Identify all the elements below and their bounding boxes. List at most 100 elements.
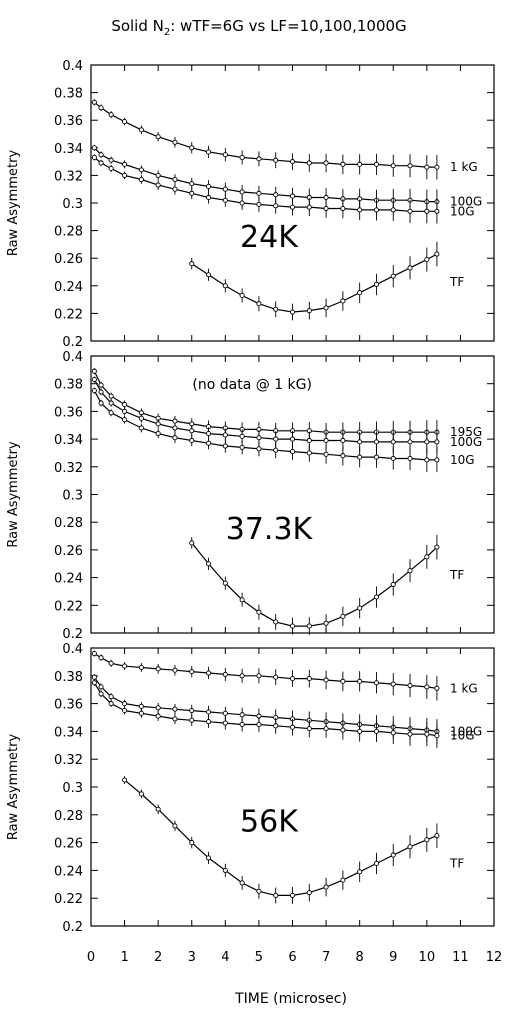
series-label: TF [449,568,464,582]
data-point [434,833,440,839]
data-point [189,540,195,546]
data-point [340,613,346,619]
data-point [205,272,212,278]
data-point [222,867,228,873]
data-point [256,446,262,452]
data-point [373,680,380,686]
data-point [205,670,212,676]
data-point [273,619,279,625]
y-tick-label: 0.28 [54,516,83,531]
data-point [172,186,178,192]
data-point [373,454,380,460]
series-3: TF [189,534,464,635]
data-point [340,205,346,212]
data-point [138,710,144,716]
panel-3: 0.2 0.22 0.24 0.26 0.28 0.3 0.32 0.34 0.36 0.38 0.… [6,642,502,965]
data-point [189,261,195,267]
data-point [434,544,440,550]
data-point [323,620,329,626]
data-point [273,203,279,209]
data-point [222,443,228,449]
data-point [172,716,178,722]
data-point [239,721,245,728]
data-point [390,439,396,445]
data-point [98,691,104,697]
data-point [323,677,329,683]
data-point [273,892,279,898]
y-tick-label: 0.2 [62,920,83,935]
fit-curve [93,682,437,737]
series-1: 100G [91,144,482,214]
data-point [239,292,245,299]
data-point [357,605,363,611]
data-point [122,777,128,783]
series-2: 10G [91,387,475,473]
data-point [205,431,212,437]
data-point [357,678,363,684]
data-point [323,194,329,201]
x-tick-label: 3 [188,950,196,965]
data-point [373,594,380,600]
data-point [189,190,195,196]
data-point [138,176,144,183]
data-point [239,154,245,161]
data-point [205,709,212,715]
temperature-label: 37.3K [226,512,314,547]
panel-annotation: (no data @ 1 kG) [192,377,312,393]
data-point [205,440,212,446]
data-point [138,791,144,797]
data-point [434,208,440,214]
series-1: 100G [91,674,482,744]
data-point [155,182,161,188]
panel-frame [90,355,495,634]
data-point [273,192,279,198]
data-point [434,439,440,445]
x-tick-label: 1 [120,950,128,965]
data-point [239,597,245,603]
data-point [323,726,329,732]
data-point [407,844,413,850]
y-tick-label: 0.36 [54,405,83,420]
data-point [407,265,413,271]
data-point [306,160,312,166]
data-point [222,197,228,203]
data-point [289,193,296,199]
y-tick-label: 0.3 [62,781,83,796]
data-point [91,99,97,105]
data-point [108,400,114,406]
figure-title-subscript: 2 [164,27,170,38]
data-point [108,112,114,118]
data-point [340,727,346,733]
data-point [357,439,363,445]
data-point [424,684,430,690]
y-tick-label: 0.26 [54,252,83,267]
data-point [108,393,114,399]
data-point [390,730,396,736]
data-point [390,273,396,279]
fit-curve [191,542,438,627]
series-label: 10G [450,729,475,743]
data-point [289,204,296,210]
data-point [222,671,228,677]
data-point [273,723,279,729]
y-tick-label: 0.26 [54,837,83,852]
data-point [108,410,114,416]
data-point [122,408,128,414]
data-point [424,554,430,560]
data-point [340,453,346,459]
data-point [273,306,279,312]
y-axis-label: Raw Asymmetry [6,441,21,548]
fit-curve [191,253,438,313]
data-point [256,721,262,728]
data-point [306,308,312,314]
data-point [155,431,161,437]
data-point [222,710,228,716]
y-tick-label: 0.22 [54,892,83,907]
data-point [424,457,430,463]
data-point [390,207,396,213]
data-point [340,298,346,304]
data-point [289,436,296,442]
data-point [239,200,245,206]
data-point [91,674,97,680]
data-point [424,257,430,263]
